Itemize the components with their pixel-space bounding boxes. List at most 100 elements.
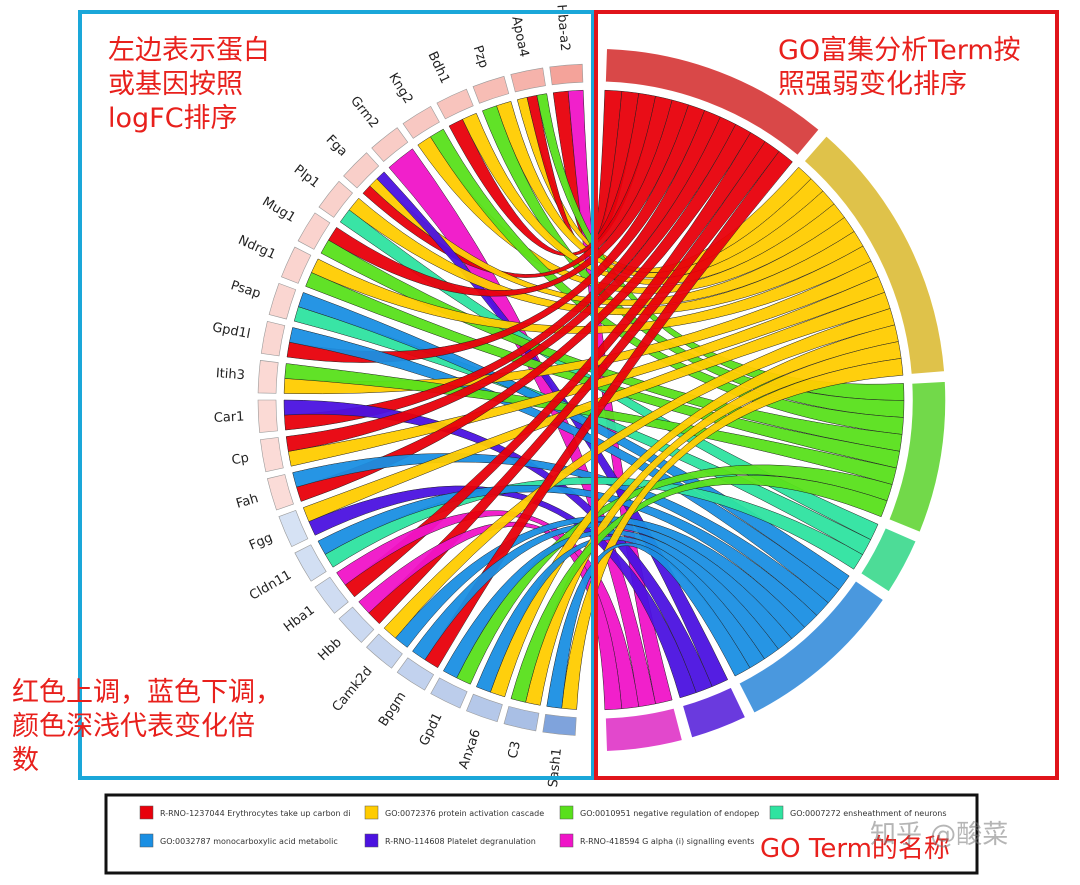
- legend-swatch-teal: [769, 805, 784, 820]
- gene-block-hba-a2: [549, 63, 584, 86]
- gene-block-kng2: [402, 105, 440, 139]
- gene-label: Cldn11: [247, 568, 294, 604]
- chord-link: [448, 92, 656, 256]
- gene-label: Apoa4: [508, 15, 531, 59]
- gene-label: Hbb: [315, 635, 344, 664]
- gene-block-gpd1l: [260, 320, 286, 357]
- gene-label: Gpd1l: [211, 320, 252, 342]
- gene-block-c3: [503, 706, 540, 732]
- annotation-left-bottom: 红色上调，蓝色下调， 颜色深浅代表变化倍 数: [12, 677, 282, 776]
- gene-block-anxa6: [466, 693, 503, 723]
- gene-label: Pzp: [470, 44, 491, 70]
- gene-block-apoa4: [510, 67, 546, 93]
- gene-label: Fga: [323, 132, 350, 159]
- gene-block-plp1: [318, 180, 354, 218]
- legend-label: GO:0072376 protein activation cascade: [385, 809, 544, 818]
- gene-block-hba1: [314, 576, 349, 614]
- legend-label: R-RNO-114608 Platelet degranulation: [385, 837, 536, 846]
- chord-link: [369, 178, 855, 306]
- gene-block-cp: [260, 437, 284, 473]
- chord-link: [476, 535, 765, 693]
- gene-label: Bpgm: [376, 689, 409, 729]
- gene-label: Bdh1: [424, 49, 452, 86]
- gene-block-hbb: [338, 606, 375, 643]
- gene-block-grm2: [371, 127, 409, 162]
- legend-box: [104, 793, 979, 875]
- gene-block-gpd1: [430, 677, 468, 709]
- chord-links: [283, 89, 905, 711]
- gene-block-mug1: [297, 212, 331, 250]
- gene-blocks: [257, 63, 584, 736]
- gene-block-psap: [268, 283, 297, 320]
- legend-swatch-purple: [364, 833, 379, 848]
- chord-link: [561, 358, 904, 710]
- gene-block-ndrg1: [281, 246, 312, 284]
- gene-label: Hba-a2: [553, 4, 572, 52]
- gene-label: Car1: [213, 410, 244, 426]
- chord-link: [510, 475, 888, 703]
- gene-block-fga: [343, 152, 380, 189]
- gene-block-car1: [257, 399, 278, 433]
- gene-label: Hba1: [281, 603, 317, 635]
- legend-swatch-magenta: [559, 833, 574, 848]
- chord-link: [283, 399, 713, 693]
- chord-link: [284, 110, 721, 431]
- gene-label: Grm2: [347, 94, 381, 132]
- watermark: 知乎 @酸菜: [870, 820, 1009, 850]
- term-arcs: [604, 47, 947, 753]
- gene-label: Fah: [234, 491, 260, 512]
- chord-link: [344, 132, 766, 598]
- legend-label: GO:0010951 negative regulation of endope…: [580, 809, 759, 818]
- gene-label: Itih3: [215, 366, 245, 383]
- gene-block-sash1: [542, 713, 577, 736]
- gene-label: Camk2d: [330, 664, 376, 715]
- gene-block-fgg: [278, 509, 309, 548]
- term-arc-yellow: [802, 134, 946, 376]
- gene-label: Fgg: [247, 530, 275, 553]
- gene-block-bdh1: [436, 88, 474, 120]
- right-red-frame: [594, 10, 1059, 780]
- term-arc-purple: [681, 685, 747, 740]
- legend-swatch-green: [559, 805, 574, 820]
- legend-label: GO:0032787 monocarboxylic acid metabolic: [160, 837, 338, 846]
- gene-label: Kng2: [385, 70, 415, 106]
- gene-block-pzp: [472, 75, 510, 104]
- gene-block-fah: [266, 474, 294, 511]
- chord-link: [546, 542, 751, 709]
- legend-label: GO:0007272 ensheathment of neurons: [790, 809, 947, 818]
- gene-label: Ndrg1: [236, 233, 278, 263]
- legend: R-RNO-1237044 Erythrocytes take up carbo…: [139, 805, 947, 848]
- gene-label: Sash1: [546, 747, 565, 788]
- annotation-right-top: GO富集分析Term按 照强弱变化排序: [778, 35, 1021, 100]
- gene-label: Mug1: [259, 194, 298, 225]
- chord-link: [328, 99, 689, 297]
- gene-block-bpgm: [396, 657, 435, 691]
- left-blue-frame: [78, 10, 595, 780]
- gene-label: Anxa6: [456, 727, 484, 771]
- legend-swatch-red: [139, 805, 154, 820]
- gene-block-camk2d: [366, 633, 403, 669]
- chord-link: [288, 276, 886, 467]
- gene-label: Gpd1: [417, 710, 446, 748]
- gene-block-cldn11: [294, 544, 327, 582]
- chord-link: [383, 308, 896, 639]
- gene-label: Plp1: [291, 162, 322, 191]
- annotation-left-top: 左边表示蛋白 或基因按照 logFC排序: [108, 35, 270, 134]
- chord-link: [339, 209, 879, 541]
- annotation-legend-label: GO Term的名称: [760, 834, 950, 864]
- legend-label: R-RNO-1237044 Erythrocytes take up carbo…: [160, 809, 350, 818]
- legend-label: R-RNO-418594 G alpha (i) signalling even…: [580, 837, 754, 846]
- chord-link: [320, 239, 903, 452]
- chord-link: [289, 327, 840, 604]
- gene-block-itih3: [257, 360, 279, 394]
- term-arc-teal: [859, 526, 918, 594]
- chord-link: [296, 123, 752, 502]
- legend-swatch-blue: [139, 833, 154, 848]
- gene-label: Cp: [231, 451, 251, 469]
- chord-link: [412, 522, 793, 661]
- chord-link: [311, 245, 872, 334]
- term-arc-blue: [737, 579, 885, 715]
- term-arc-red: [604, 47, 821, 157]
